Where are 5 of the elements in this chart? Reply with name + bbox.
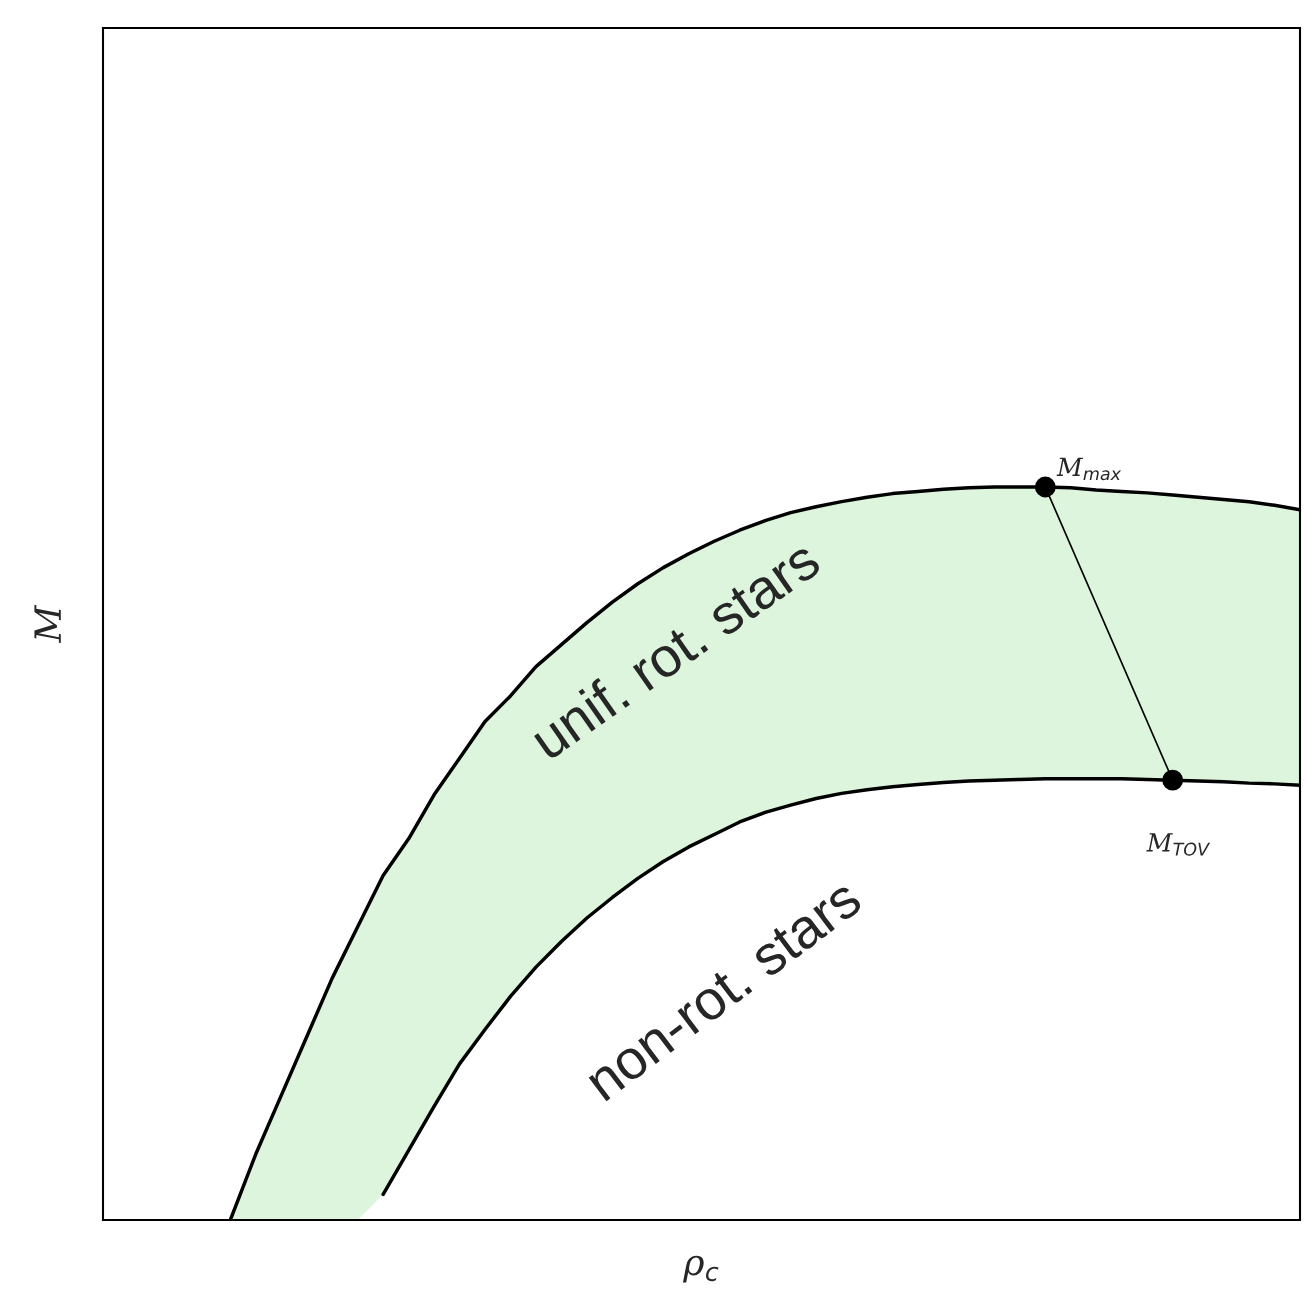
x-axis-title: ρ$_{c}$: [682, 1255, 719, 1283]
annotation: M$_{TOV}$: [1146, 833, 1211, 856]
text: M$_{max}$: [1056, 457, 1122, 481]
y-axis-title: M: [34, 604, 61, 644]
annotation: unif. rot. stars: [527, 537, 823, 761]
